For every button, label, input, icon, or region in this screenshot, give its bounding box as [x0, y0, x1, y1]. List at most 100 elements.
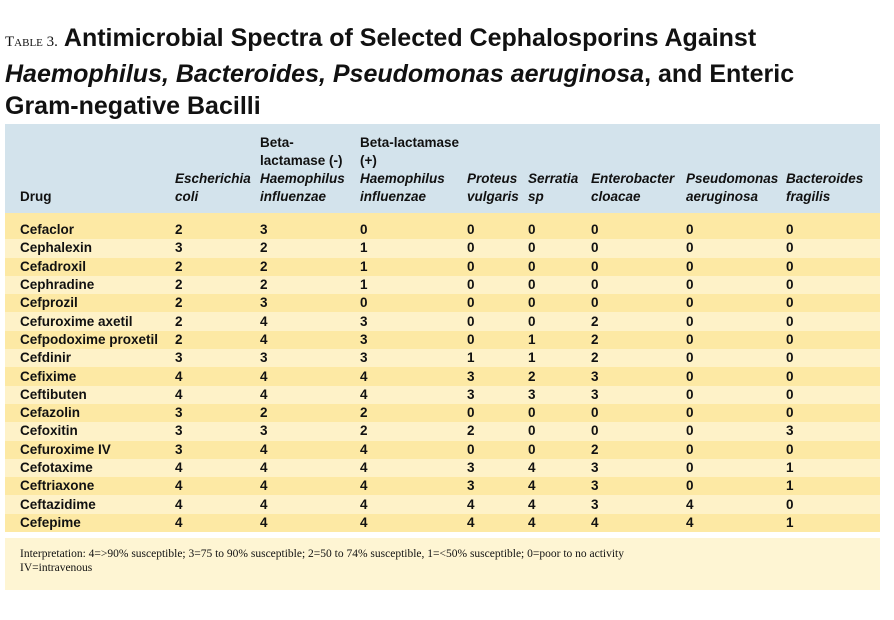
score-cell: 1: [360, 239, 467, 258]
score-cell: 0: [786, 294, 880, 313]
score-cell: 0: [786, 275, 880, 295]
drug-name: Cefaclor: [5, 213, 175, 240]
score-cell: 1: [360, 257, 467, 276]
score-cell: 0: [591, 294, 686, 313]
score-cell: 2: [591, 312, 686, 331]
header-italic: Haemophilus influenzae: [260, 171, 345, 204]
score-cell: 4: [175, 495, 260, 514]
column-header: Proteus vulgaris: [467, 124, 528, 213]
score-cell: 3: [175, 403, 260, 423]
score-cell: 0: [591, 257, 686, 276]
score-cell: 3: [467, 458, 528, 478]
score-cell: 1: [360, 275, 467, 295]
score-cell: 1: [786, 458, 880, 478]
score-cell: 4: [175, 477, 260, 496]
table-row: Cephalexin 3 2 1 0 0 0 0 0: [5, 239, 880, 258]
drug-name: Cefprozil: [5, 294, 175, 313]
score-cell: 0: [591, 213, 686, 240]
score-cell: 2: [175, 294, 260, 313]
score-cell: 1: [786, 513, 880, 533]
table-row: Ceftibuten 4 4 4 3 3 3 0 0: [5, 385, 880, 404]
score-cell: 4: [591, 513, 686, 533]
score-cell: 0: [591, 275, 686, 295]
score-cell: 0: [360, 294, 467, 313]
score-cell: 0: [686, 422, 786, 441]
score-cell: 0: [786, 213, 880, 240]
table-row: Cefazolin 3 2 2 0 0 0 0 0: [5, 403, 880, 423]
score-cell: 4: [260, 495, 360, 514]
score-cell: 0: [467, 440, 528, 459]
score-cell: 2: [528, 367, 591, 386]
score-cell: 0: [786, 239, 880, 258]
score-cell: 4: [260, 458, 360, 478]
drug-name: Cefdinir: [5, 349, 175, 368]
score-cell: 4: [528, 477, 591, 496]
score-cell: 0: [686, 440, 786, 459]
score-cell: 4: [260, 440, 360, 459]
score-cell: 4: [528, 495, 591, 514]
table-row: Cefoxitin 3 3 2 2 0 0 0 3: [5, 422, 880, 441]
score-cell: 3: [260, 213, 360, 240]
score-cell: 3: [528, 385, 591, 404]
table-row: Ceftazidime 4 4 4 4 4 3 4 0: [5, 495, 880, 514]
score-cell: 3: [591, 495, 686, 514]
score-cell: 0: [467, 213, 528, 240]
header-row: Drug Escherichia coli Beta-lactamase (-) H…: [5, 124, 880, 213]
score-cell: 4: [175, 513, 260, 533]
table-row: Cefpodoxime proxetil 2 4 3 0 1 2 0 0: [5, 330, 880, 350]
score-cell: 1: [528, 330, 591, 350]
score-cell: 4: [467, 513, 528, 533]
score-cell: 3: [467, 367, 528, 386]
drug-name: Ceftibuten: [5, 385, 175, 404]
score-cell: 0: [686, 330, 786, 350]
score-cell: 0: [467, 275, 528, 295]
table-row: Cefixime 4 4 4 3 2 3 0 0: [5, 367, 880, 386]
score-cell: 3: [360, 312, 467, 331]
score-cell: 0: [686, 213, 786, 240]
score-cell: 3: [786, 422, 880, 441]
score-cell: 4: [360, 458, 467, 478]
score-cell: 0: [686, 294, 786, 313]
score-cell: 0: [467, 239, 528, 258]
score-cell: 2: [360, 422, 467, 441]
drug-name: Cefepime: [5, 513, 175, 533]
title-line: Antimicrobial Spectra of Selected Cephal…: [63, 24, 757, 52]
score-cell: 2: [591, 440, 686, 459]
drug-name: Cephalexin: [5, 239, 175, 258]
score-cell: 4: [528, 513, 591, 533]
footnote: IV=intravenous: [20, 562, 93, 574]
score-cell: 3: [175, 349, 260, 368]
footnotes: Interpretation: 4=>90% susceptible; 3=75…: [5, 538, 880, 590]
table-row: Cefuroxime axetil 2 4 3 0 0 2 0 0: [5, 312, 880, 331]
drug-name: Cefotaxime: [5, 458, 175, 478]
drug-name: Ceftazidime: [5, 495, 175, 514]
score-cell: 0: [786, 403, 880, 423]
table-row: Cefotaxime 4 4 4 3 4 3 0 1: [5, 458, 880, 478]
drug-name: Cefpodoxime proxetil: [5, 330, 175, 350]
score-cell: 2: [467, 422, 528, 441]
score-cell: 4: [260, 367, 360, 386]
score-cell: 2: [175, 213, 260, 240]
score-cell: 0: [528, 294, 591, 313]
drug-name: Cefuroxime IV: [5, 440, 175, 459]
score-cell: 3: [591, 458, 686, 478]
score-cell: 0: [686, 367, 786, 386]
score-cell: 2: [260, 275, 360, 295]
column-header: Bacteroides fragilis: [786, 124, 880, 213]
score-cell: 0: [528, 213, 591, 240]
drug-name: Cefazolin: [5, 403, 175, 423]
score-cell: 0: [786, 495, 880, 514]
header-italic: Enterobacter cloacae: [591, 171, 675, 204]
score-cell: 3: [360, 330, 467, 350]
score-cell: 4: [260, 312, 360, 331]
score-cell: 0: [686, 257, 786, 276]
score-cell: 2: [175, 330, 260, 350]
score-cell: 0: [467, 257, 528, 276]
score-cell: 2: [360, 403, 467, 423]
score-cell: 0: [467, 330, 528, 350]
score-cell: 0: [467, 403, 528, 423]
score-cell: 0: [528, 312, 591, 331]
score-cell: 3: [260, 294, 360, 313]
score-cell: 3: [175, 239, 260, 258]
